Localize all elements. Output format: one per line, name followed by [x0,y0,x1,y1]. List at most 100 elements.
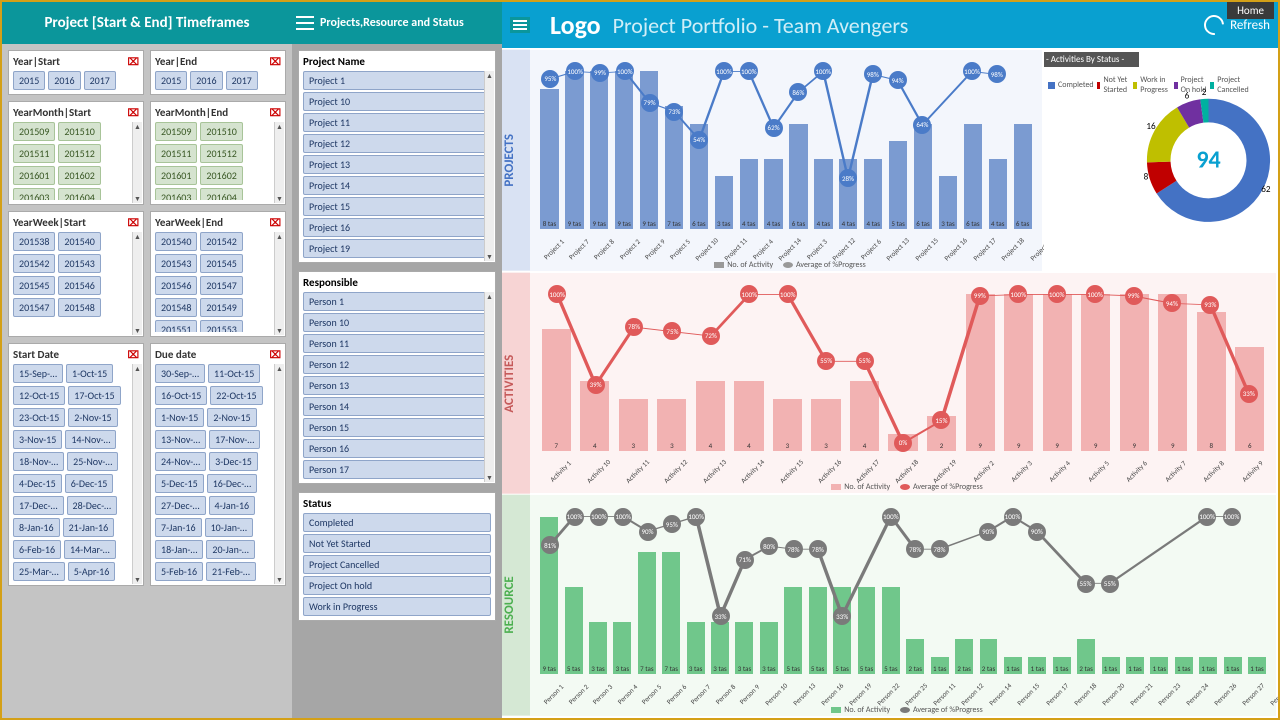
slicer-chip[interactable]: 201601 [13,166,55,185]
slicer-chip[interactable]: 1-Oct-15 [66,364,113,383]
list-item[interactable]: Project 14 [303,176,491,195]
list-item[interactable]: Person 10 [303,313,491,332]
clear-icon[interactable]: ⌧ [269,55,281,68]
list-item[interactable]: Person 13 [303,376,491,395]
slicer-chip[interactable]: 17-Dec-… [13,496,64,515]
slicer-chip[interactable]: 10-Jan-… [205,518,253,537]
home-button[interactable]: Home [1227,2,1274,19]
slicer-chip[interactable]: 21-Jan-16 [63,518,115,537]
clear-icon[interactable]: ⌧ [269,216,281,229]
clear-icon[interactable]: ⌧ [127,216,139,229]
menu-icon[interactable] [296,16,314,30]
list-item[interactable]: Project 12 [303,134,491,153]
slicer-chip[interactable]: 21-Feb-… [206,562,256,581]
slicer-chip[interactable]: 201511 [155,144,197,163]
slicer-chip[interactable]: 27-Dec-… [155,496,206,515]
slicer-chip[interactable]: 2017 [84,71,116,90]
slicer-chip[interactable]: 24-Nov-… [155,452,206,471]
slicer-chip[interactable]: 201603 [13,188,55,200]
slicer-chip[interactable]: 201546 [58,276,100,295]
slicer-chip[interactable]: 3-Nov-15 [13,430,62,449]
slicer-chip[interactable]: 201512 [58,144,100,163]
slicer-chip[interactable]: 22-Oct-15 [210,386,262,405]
list-item[interactable]: Not Yet Started [303,534,491,553]
list-item[interactable]: Project 10 [303,92,491,111]
slicer-chip[interactable]: 13-Nov-… [155,430,206,449]
slicer-yw-start[interactable]: YearWeek|Start⌧ 201538201540201542201543… [8,211,144,337]
slicer-chip[interactable]: 14-Mar-… [64,540,116,559]
slicer-year-start[interactable]: Year|Start⌧ 201520162017 [8,50,144,95]
slicer-chip[interactable]: 201602 [58,166,100,185]
slicer-chip[interactable]: 18-Jan-… [155,540,203,559]
responsible-list[interactable]: Responsible Person 1Person 10Person 11Pe… [298,271,496,484]
slicer-chip[interactable]: 8-Jan-16 [13,518,60,537]
clear-icon[interactable]: ⌧ [127,348,139,361]
slicer-chip[interactable]: 201604 [58,188,100,200]
slicer-chip[interactable]: 16-Oct-15 [155,386,207,405]
list-item[interactable]: Project Cancelled [303,555,491,574]
menu-icon[interactable] [510,17,530,33]
slicer-chip[interactable]: 2015 [13,71,45,90]
slicer-chip[interactable]: 201547 [13,298,55,317]
list-item[interactable]: Person 12 [303,355,491,374]
slicer-chip[interactable]: 201510 [200,122,242,141]
status-list[interactable]: Status CompletedNot Yet StartedProject C… [298,492,496,621]
slicer-chip[interactable]: 201540 [155,232,197,251]
slicer-chip[interactable]: 6-Dec-15 [65,474,114,493]
slicer-chip[interactable]: 17-Oct-15 [68,386,120,405]
clear-icon[interactable]: ⌧ [127,106,139,119]
list-item[interactable]: Project 13 [303,155,491,174]
slicer-chip[interactable]: 2017 [226,71,258,90]
slicer-chip[interactable]: 5-Feb-16 [155,562,203,581]
slicer-chip[interactable]: 201510 [58,122,100,141]
slicer-chip[interactable]: 201509 [13,122,55,141]
list-item[interactable]: Project On hold [303,576,491,595]
slicer-chip[interactable]: 201511 [13,144,55,163]
list-item[interactable]: Project 16 [303,218,491,237]
slicer-chip[interactable]: 16-Dec-… [207,474,258,493]
slicer-chip[interactable]: 30-Sep-… [155,364,205,383]
slicer-chip[interactable]: 201548 [58,298,100,317]
slicer-chip[interactable]: 6-Feb-16 [13,540,61,559]
slicer-chip[interactable]: 5-Dec-15 [155,474,204,493]
list-item[interactable]: Project 11 [303,113,491,132]
slicer-chip[interactable]: 201546 [155,276,197,295]
slicer-chip[interactable]: 201542 [13,254,55,273]
slicer-yw-end[interactable]: YearWeek|End⌧ 20154020154220154320154520… [150,211,286,337]
slicer-chip[interactable]: 201547 [200,276,242,295]
slicer-chip[interactable]: 2016 [190,71,222,90]
list-item[interactable]: Person 15 [303,418,491,437]
slicer-chip[interactable]: 201551 [155,320,197,332]
slicer-chip[interactable]: 2015 [155,71,187,90]
list-item[interactable]: Person 14 [303,397,491,416]
slicer-start-date[interactable]: Start Date⌧ 15-Sep-…1-Oct-1512-Oct-1517-… [8,343,144,586]
project-list[interactable]: Project Name Project 1Project 10Project … [298,50,496,263]
slicer-chip[interactable]: 25-Mar-… [13,562,65,581]
slicer-chip[interactable]: 201545 [13,276,55,295]
list-item[interactable]: Completed [303,513,491,532]
slicer-chip[interactable]: 201553 [200,320,242,332]
slicer-chip[interactable]: 2016 [48,71,80,90]
slicer-chip[interactable]: 201538 [13,232,55,251]
slicer-chip[interactable]: 201603 [155,188,197,200]
slicer-ym-start[interactable]: YearMonth|Start⌧ 20150920151020151120151… [8,101,144,205]
slicer-chip[interactable]: 7-Jan-16 [155,518,202,537]
slicer-chip[interactable]: 201543 [58,254,100,273]
slicer-chip[interactable]: 20-Jan-… [206,540,254,559]
slicer-chip[interactable]: 201548 [155,298,197,317]
slicer-chip[interactable]: 5-Apr-16 [68,562,116,581]
slicer-year-end[interactable]: Year|End⌧ 201520162017 [150,50,286,95]
slicer-ym-end[interactable]: YearMonth|End⌧ 2015092015102015112015122… [150,101,286,205]
slicer-chip[interactable]: 14-Nov-… [65,430,116,449]
slicer-chip[interactable]: 25-Nov-… [67,452,118,471]
slicer-chip[interactable]: 201540 [58,232,100,251]
slicer-chip[interactable]: 201542 [200,232,242,251]
list-item[interactable]: Person 16 [303,439,491,458]
slicer-chip[interactable]: 12-Oct-15 [13,386,65,405]
slicer-chip[interactable]: 2-Nov-15 [68,408,117,427]
list-item[interactable]: Project 19 [303,239,491,258]
slicer-chip[interactable]: 28-Dec-… [67,496,118,515]
slicer-chip[interactable]: 4-Jan-16 [209,496,256,515]
list-item[interactable]: Project 15 [303,197,491,216]
list-item[interactable]: Person 11 [303,334,491,353]
